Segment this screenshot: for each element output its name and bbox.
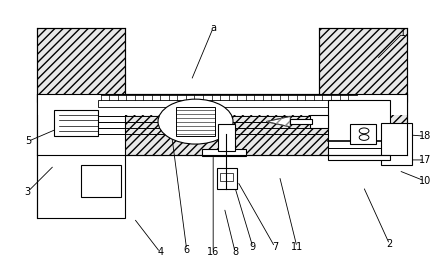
Bar [328, 100, 390, 156]
Bar [220, 173, 233, 181]
Text: 16: 16 [207, 248, 219, 257]
Text: 2: 2 [387, 239, 393, 249]
Text: 9: 9 [250, 242, 256, 252]
Text: 11: 11 [291, 242, 303, 252]
Text: 18: 18 [419, 131, 431, 141]
Bar [37, 28, 125, 102]
Polygon shape [266, 116, 290, 127]
Text: 3: 3 [25, 187, 31, 197]
Bar [37, 94, 407, 115]
Bar [37, 94, 125, 218]
Text: 17: 17 [419, 155, 431, 165]
Bar [310, 115, 328, 128]
Bar [176, 107, 215, 136]
Text: 1: 1 [400, 28, 406, 38]
Text: 4: 4 [157, 248, 163, 257]
Circle shape [158, 99, 233, 144]
Bar [81, 165, 120, 197]
Text: 10: 10 [419, 176, 431, 186]
Bar [217, 168, 237, 189]
Bar [54, 110, 99, 136]
Bar [319, 28, 407, 102]
Bar [290, 119, 313, 124]
Text: 5: 5 [25, 136, 31, 146]
Text: 7: 7 [272, 242, 278, 252]
Text: 8: 8 [232, 248, 238, 257]
Text: a: a [210, 23, 216, 33]
Bar [350, 124, 377, 144]
Bar [202, 149, 246, 156]
Bar [381, 123, 412, 165]
Bar [328, 155, 390, 160]
Bar [218, 124, 235, 151]
Text: 6: 6 [184, 245, 190, 255]
Bar [99, 100, 363, 107]
Bar [37, 94, 407, 155]
